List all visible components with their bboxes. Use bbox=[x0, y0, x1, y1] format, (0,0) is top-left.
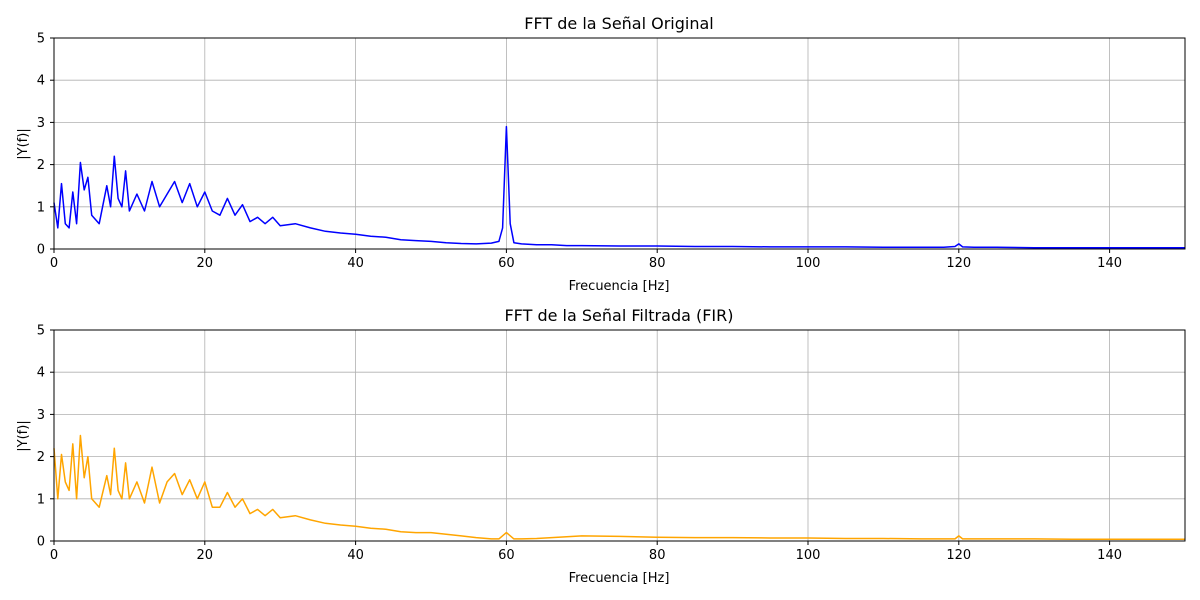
x-axis-ticks: 0 20 40 60 80 100 120 140 bbox=[50, 541, 1122, 563]
subplot-original: FFT de la Señal Original 0 20 40 60 80 100 120… bbox=[16, 14, 1186, 294]
y-tick-label: 3 bbox=[37, 116, 45, 131]
y-tick-label: 5 bbox=[37, 32, 45, 47]
x-tick-label: 120 bbox=[946, 256, 971, 271]
x-tick-label: 60 bbox=[498, 256, 515, 271]
x-tick-label: 140 bbox=[1097, 548, 1122, 563]
y-axis-label: |Y(f)| bbox=[16, 128, 31, 159]
series-group bbox=[53, 125, 1185, 249]
y-axis-ticks: 0 1 2 3 4 5 bbox=[37, 32, 54, 258]
y-tick-label: 4 bbox=[37, 74, 45, 89]
y-tick-label: 4 bbox=[37, 366, 45, 381]
chart-title: FFT de la Señal Original bbox=[524, 14, 714, 33]
x-tick-label: 120 bbox=[946, 548, 971, 563]
y-axis-label: |Y(f)| bbox=[16, 420, 31, 451]
x-tick-label: 60 bbox=[498, 548, 515, 563]
x-axis-label: Frecuencia [Hz] bbox=[569, 279, 670, 294]
chart-title: FFT de la Señal Filtrada (FIR) bbox=[504, 306, 733, 325]
plot-frame bbox=[53, 329, 1186, 542]
x-tick-label: 100 bbox=[796, 256, 821, 271]
series-line bbox=[53, 434, 1185, 541]
x-tick-label: 140 bbox=[1097, 256, 1122, 271]
y-tick-label: 1 bbox=[37, 492, 45, 507]
y-tick-label: 0 bbox=[37, 243, 45, 258]
x-tick-label: 0 bbox=[50, 548, 58, 563]
x-tick-label: 20 bbox=[197, 256, 214, 271]
y-tick-label: 2 bbox=[37, 450, 45, 465]
x-axis-ticks: 0 20 40 60 80 100 120 140 bbox=[50, 249, 1122, 271]
x-tick-label: 0 bbox=[50, 256, 58, 271]
y-tick-label: 5 bbox=[37, 324, 45, 339]
subplot-filtered: FFT de la Señal Filtrada (FIR) 0 20 40 60 80… bbox=[16, 306, 1186, 586]
x-tick-label: 80 bbox=[649, 548, 666, 563]
y-tick-label: 0 bbox=[37, 535, 45, 550]
series-group bbox=[53, 434, 1185, 541]
y-axis-ticks: 0 1 2 3 4 5 bbox=[37, 324, 54, 550]
x-tick-label: 100 bbox=[796, 548, 821, 563]
series-line bbox=[53, 125, 1185, 249]
y-tick-label: 3 bbox=[37, 408, 45, 423]
x-tick-label: 80 bbox=[649, 256, 666, 271]
x-tick-label: 20 bbox=[197, 548, 214, 563]
y-tick-label: 2 bbox=[37, 158, 45, 173]
y-tick-label: 1 bbox=[37, 200, 45, 215]
plot-frame bbox=[53, 37, 1186, 250]
x-axis-label: Frecuencia [Hz] bbox=[569, 571, 670, 586]
x-tick-label: 40 bbox=[347, 256, 364, 271]
x-tick-label: 40 bbox=[347, 548, 364, 563]
